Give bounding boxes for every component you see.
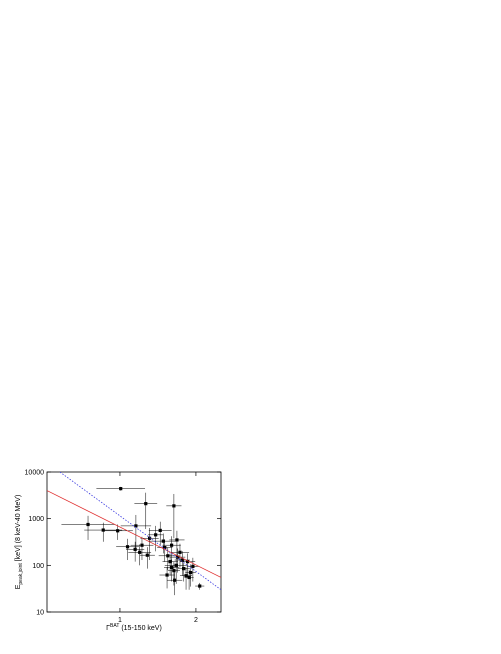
y-tick-label: 1000 [28, 516, 44, 523]
point [133, 547, 137, 551]
point [168, 560, 172, 564]
y-label-rest: [keV] (8 keV-40 MeV) [15, 495, 22, 563]
point [101, 528, 105, 532]
point [198, 584, 202, 588]
point [170, 565, 174, 570]
point [125, 545, 130, 549]
point [147, 536, 152, 540]
point [185, 560, 190, 564]
point [119, 487, 123, 491]
point [86, 522, 90, 527]
point [176, 555, 180, 559]
y-tick-label: 10000 [25, 470, 45, 477]
plot-frame [46, 471, 222, 613]
point [180, 558, 184, 562]
point [191, 564, 195, 568]
point [161, 539, 165, 543]
point [172, 569, 176, 573]
point [166, 554, 170, 558]
point [172, 504, 176, 508]
point [134, 524, 138, 528]
point [174, 563, 178, 567]
point [154, 533, 158, 537]
fit-line [47, 490, 221, 578]
y-tick-label: 10 [36, 610, 44, 617]
point [163, 545, 167, 550]
point [178, 550, 182, 554]
x-tick-label: 1 [118, 617, 122, 624]
x-axis-label: ΓBAT (15-150 keV) [106, 623, 162, 632]
x-tick-label: 2 [194, 617, 198, 624]
point [170, 543, 174, 547]
y-axis-label: Epeak,joint [keV] (8 keV-40 MeV) [15, 495, 24, 590]
y-label-sub: peak,joint [18, 563, 24, 585]
x-label-rest: (15-150 keV) [119, 625, 161, 632]
point [116, 529, 120, 533]
y-tick-label: 100 [32, 563, 44, 570]
point [140, 543, 144, 547]
point [173, 578, 177, 582]
x-label-sup: BAT [110, 623, 119, 629]
point [175, 538, 179, 542]
point [189, 570, 193, 575]
point [158, 528, 162, 533]
point [182, 567, 186, 571]
point [145, 553, 149, 557]
point [184, 574, 188, 578]
point [144, 502, 148, 506]
point [187, 575, 191, 580]
point [138, 550, 142, 554]
x-label-main: Γ [106, 625, 110, 632]
fit-line [59, 472, 221, 591]
y-label-main: E [15, 584, 22, 589]
point [165, 573, 169, 577]
